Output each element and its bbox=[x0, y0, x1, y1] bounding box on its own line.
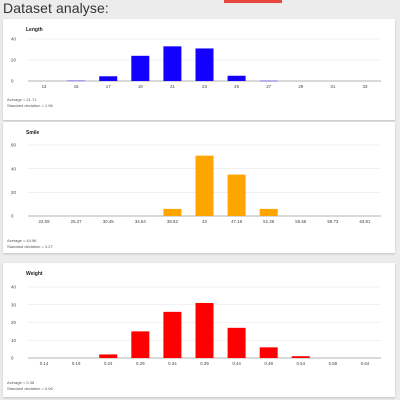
x-tick-label: 47.18 bbox=[231, 219, 243, 224]
y-tick-label: 40 bbox=[11, 37, 16, 42]
average-text: Average = 0.38 bbox=[7, 380, 35, 385]
x-tick-label: 34.64 bbox=[135, 219, 147, 224]
bar bbox=[227, 174, 246, 216]
x-tick-label: 0.44 bbox=[232, 361, 241, 366]
chart-title: Weight bbox=[26, 271, 43, 277]
x-tick-label: 38.82 bbox=[167, 219, 179, 224]
x-tick-label: 51.36 bbox=[263, 219, 275, 224]
x-tick-label: 0.19 bbox=[72, 361, 81, 366]
average-text: Average = 21.71 bbox=[7, 97, 37, 102]
stddev-text: Standard deviation = 3.27 bbox=[7, 244, 53, 249]
length-histogram: 0 20 40 13 15 17 19 21 23 25 27 29 31 33 bbox=[11, 37, 381, 89]
chart-title: Smile bbox=[26, 130, 40, 136]
x-tick-label: 0.14 bbox=[40, 361, 49, 366]
x-tick-label: 0.54 bbox=[296, 361, 305, 366]
x-tick-label: 0.24 bbox=[104, 361, 113, 366]
bar bbox=[259, 347, 278, 358]
bar bbox=[99, 354, 118, 358]
stddev-text: Standard deviation = 1.96 bbox=[7, 103, 53, 108]
y-tick-label: 30 bbox=[11, 302, 16, 307]
page-title: Dataset analyse: bbox=[3, 0, 109, 16]
bar bbox=[195, 302, 214, 358]
y-tick-label: 20 bbox=[11, 320, 16, 325]
x-tick-label: 13 bbox=[42, 84, 47, 89]
bar bbox=[195, 155, 214, 216]
y-tick-label: 40 bbox=[11, 166, 16, 171]
x-tick-label: 27 bbox=[266, 84, 271, 89]
x-tick-label: 19 bbox=[138, 84, 143, 89]
x-tick-label: 59.73 bbox=[327, 219, 339, 224]
bar bbox=[99, 76, 118, 81]
bar bbox=[291, 356, 310, 358]
y-tick-label: 0 bbox=[11, 79, 14, 84]
x-tick-label: 0.29 bbox=[136, 361, 145, 366]
bar bbox=[131, 55, 150, 81]
x-tick-label: 0.34 bbox=[168, 361, 177, 366]
x-tick-label: 23 bbox=[202, 84, 207, 89]
x-tick-label: 31 bbox=[330, 84, 335, 89]
x-tick-label: 21 bbox=[170, 84, 175, 89]
bar bbox=[227, 75, 246, 81]
x-tick-label: 43 bbox=[202, 219, 207, 224]
bar bbox=[259, 208, 278, 216]
x-tick-label: 25 bbox=[234, 84, 239, 89]
bar bbox=[163, 311, 182, 358]
bar bbox=[131, 331, 150, 358]
bar bbox=[195, 48, 214, 81]
x-tick-label: 0.49 bbox=[264, 361, 273, 366]
y-tick-label: 10 bbox=[11, 338, 16, 343]
x-tick-label: 22.09 bbox=[39, 219, 51, 224]
y-tick-label: 0 bbox=[11, 214, 14, 219]
x-tick-label: 33 bbox=[363, 84, 368, 89]
y-tick-label: 20 bbox=[11, 190, 16, 195]
chart-card-length: Length 0 20 40 13 15 17 19 21 23 25 27 29 31 33 Avera… bbox=[3, 19, 395, 120]
y-tick-label: 20 bbox=[11, 58, 16, 63]
x-tick-label: 0.39 bbox=[200, 361, 209, 366]
chart-card-weight: Weight 0 10 20 30 40 0.14 0.19 0.24 0.29 0.34 0.39… bbox=[3, 263, 395, 397]
x-tick-label: 29 bbox=[298, 84, 303, 89]
x-tick-label: 63.91 bbox=[359, 219, 371, 224]
x-tick-label: 0.64 bbox=[361, 361, 370, 366]
stddev-text: Standard deviation = 0.06 bbox=[7, 386, 53, 391]
x-tick-label: 0.59 bbox=[329, 361, 338, 366]
x-tick-label: 15 bbox=[74, 84, 79, 89]
chart-card-smile: Smile 0 20 40 60 22.09 26.27 30.45 34.64 38.82 43… bbox=[3, 122, 395, 253]
top-accent-bar bbox=[224, 0, 282, 3]
y-tick-label: 40 bbox=[11, 285, 16, 290]
y-tick-label: 0 bbox=[11, 356, 14, 361]
x-tick-label: 55.55 bbox=[295, 219, 307, 224]
average-text: Average = 44.96 bbox=[7, 238, 37, 243]
bar bbox=[163, 208, 182, 216]
weight-histogram: 0 10 20 30 40 0.14 0.19 0.24 0.29 0.34 0.39 0.44 0.4… bbox=[11, 285, 381, 366]
bar bbox=[227, 327, 246, 358]
x-tick-label: 30.45 bbox=[103, 219, 115, 224]
y-tick-label: 60 bbox=[11, 143, 16, 148]
x-tick-label: 17 bbox=[106, 84, 111, 89]
chart-title: Length bbox=[26, 27, 43, 33]
smile-histogram: 0 20 40 60 22.09 26.27 30.45 34.64 38.82 43 47.18 5… bbox=[11, 143, 381, 224]
x-tick-label: 26.27 bbox=[71, 219, 83, 224]
bar bbox=[163, 46, 182, 81]
